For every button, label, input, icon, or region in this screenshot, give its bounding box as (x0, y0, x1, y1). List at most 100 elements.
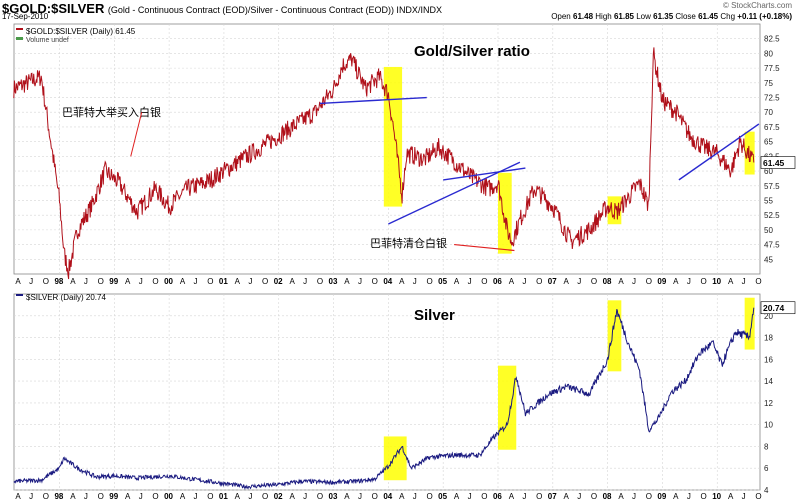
x-tick-label-top: J (248, 277, 252, 286)
panel-title: Gold/Silver ratio (414, 43, 530, 60)
x-tick-label-top: 06 (493, 277, 502, 286)
y-tick-label: 14 (764, 377, 773, 386)
x-tick-label-top: A (454, 277, 460, 286)
highlight-box (383, 66, 403, 207)
x-tick-label-top: J (577, 277, 581, 286)
x-tick-label-bottom: A (728, 492, 734, 501)
x-tick-label-top: 05 (438, 277, 447, 286)
x-tick-label-top: O (207, 277, 213, 286)
x-tick-label-top: J (468, 277, 472, 286)
symbol-label: $GOLD:$SILVER (2, 1, 105, 16)
x-tick-label-bottom: A (509, 492, 515, 501)
high-label: High (595, 12, 612, 21)
x-tick-label-bottom: O (262, 492, 268, 501)
x-tick-label-bottom: J (632, 492, 636, 501)
y-tick-label: 57.5 (764, 182, 780, 191)
trendline (678, 123, 760, 181)
x-tick-label-top: O (701, 277, 707, 286)
annotation-arrow (130, 112, 143, 157)
y-tick-label: 82.5 (764, 35, 780, 44)
last-value-label: 20.74 (763, 303, 785, 313)
x-tick-label-top: J (742, 277, 746, 286)
x-tick-label-bottom: J (248, 492, 252, 501)
series-line-1 (13, 307, 755, 491)
x-tick-label-bottom: J (577, 492, 581, 501)
x-tick-label-top: O (43, 277, 49, 286)
x-tick-label-top: J (358, 277, 362, 286)
highlight-box (383, 436, 407, 481)
x-tick-label-top: J (632, 277, 636, 286)
x-tick-label-top: J (84, 277, 88, 286)
x-tick-label-top: O (646, 277, 652, 286)
x-tick-label-bottom: 03 (329, 492, 338, 501)
x-tick-label-top: 10 (712, 277, 721, 286)
y-tick-label: 10 (764, 421, 773, 430)
close-label: Close (675, 12, 696, 21)
y-tick-label: 8 (764, 442, 769, 451)
y-tick-label: 60 (764, 167, 773, 176)
x-tick-label-bottom: O (43, 492, 49, 501)
x-tick-label-bottom: J (139, 492, 143, 501)
x-tick-label-top: 02 (274, 277, 283, 286)
x-tick-label-top: O (372, 277, 378, 286)
open-value: 61.48 (573, 12, 594, 21)
panel-title: Silver (414, 307, 455, 324)
y-tick-label: 52.5 (764, 211, 780, 220)
x-tick-label-bottom: 98 (54, 492, 63, 501)
legend-entry: $SILVER (Daily) 20.74 (26, 293, 106, 302)
x-tick-label-top: A (289, 277, 295, 286)
x-tick-label-bottom: O (152, 492, 158, 501)
x-tick-label-bottom: A (235, 492, 241, 501)
last-value-label: 61.45 (763, 158, 785, 168)
legend-swatch (16, 28, 23, 30)
x-tick-label-bottom: A (289, 492, 295, 501)
y-tick-label: 80 (764, 49, 773, 58)
chg-label: Chg (720, 12, 736, 21)
x-tick-label-top: 00 (164, 277, 173, 286)
trendline (443, 167, 526, 181)
last-value-tag (760, 301, 796, 315)
x-tick-label-bottom: O (426, 492, 432, 501)
x-tick-label-top: A (399, 277, 405, 286)
x-tick-label-bottom: 01 (219, 492, 228, 501)
x-tick-label-bottom: J (413, 492, 417, 501)
x-tick-label-bottom: 02 (274, 492, 283, 501)
x-tick-label-bottom: J (303, 492, 307, 501)
y-tick-label: 70 (764, 108, 773, 117)
x-tick-label-bottom: 00 (164, 492, 173, 501)
highlight-box (744, 297, 755, 350)
x-tick-label-top: O (426, 277, 432, 286)
x-tick-label-top: O (98, 277, 104, 286)
annotation-sell: 巴菲特清仓白银 (370, 236, 447, 250)
open-label: Open (551, 12, 571, 21)
x-tick-label-top: 01 (219, 277, 228, 286)
x-tick-label-bottom: O (481, 492, 487, 501)
x-tick-label-bottom: A (180, 492, 186, 501)
x-tick-label-top: 98 (54, 277, 63, 286)
x-tick-label-top: 04 (383, 277, 392, 286)
y-tick-label: 77.5 (764, 64, 780, 73)
high-value: 61.85 (613, 12, 634, 21)
trendline (319, 96, 427, 105)
x-tick-label-bottom: A (125, 492, 131, 501)
x-tick-label-top: A (15, 277, 21, 286)
x-tick-label-top: A (235, 277, 241, 286)
x-tick-label-top: J (522, 277, 526, 286)
ohlc-readout: Open 61.48 High 61.85 Low 61.35 Close 61… (551, 12, 792, 21)
chart-title: $GOLD:$SILVER (Gold - Continuous Contrac… (2, 1, 442, 16)
x-tick-label-bottom: J (742, 492, 746, 501)
series-line-0 (13, 47, 755, 280)
y-tick-label: 55 (764, 196, 773, 205)
y-tick-label: 20 (764, 312, 773, 321)
x-tick-label-top: O (755, 277, 761, 286)
x-tick-label-top: J (413, 277, 417, 286)
legend-swatch (16, 294, 23, 296)
x-tick-label-top: A (344, 277, 350, 286)
x-tick-label-bottom: A (673, 492, 679, 501)
x-tick-label-bottom: 09 (657, 492, 666, 501)
x-tick-label-top: J (303, 277, 307, 286)
x-tick-label-bottom: A (454, 492, 460, 501)
y-tick-label: 6 (764, 464, 769, 473)
y-tick-label: 12 (764, 399, 773, 408)
x-tick-label-top: A (125, 277, 131, 286)
